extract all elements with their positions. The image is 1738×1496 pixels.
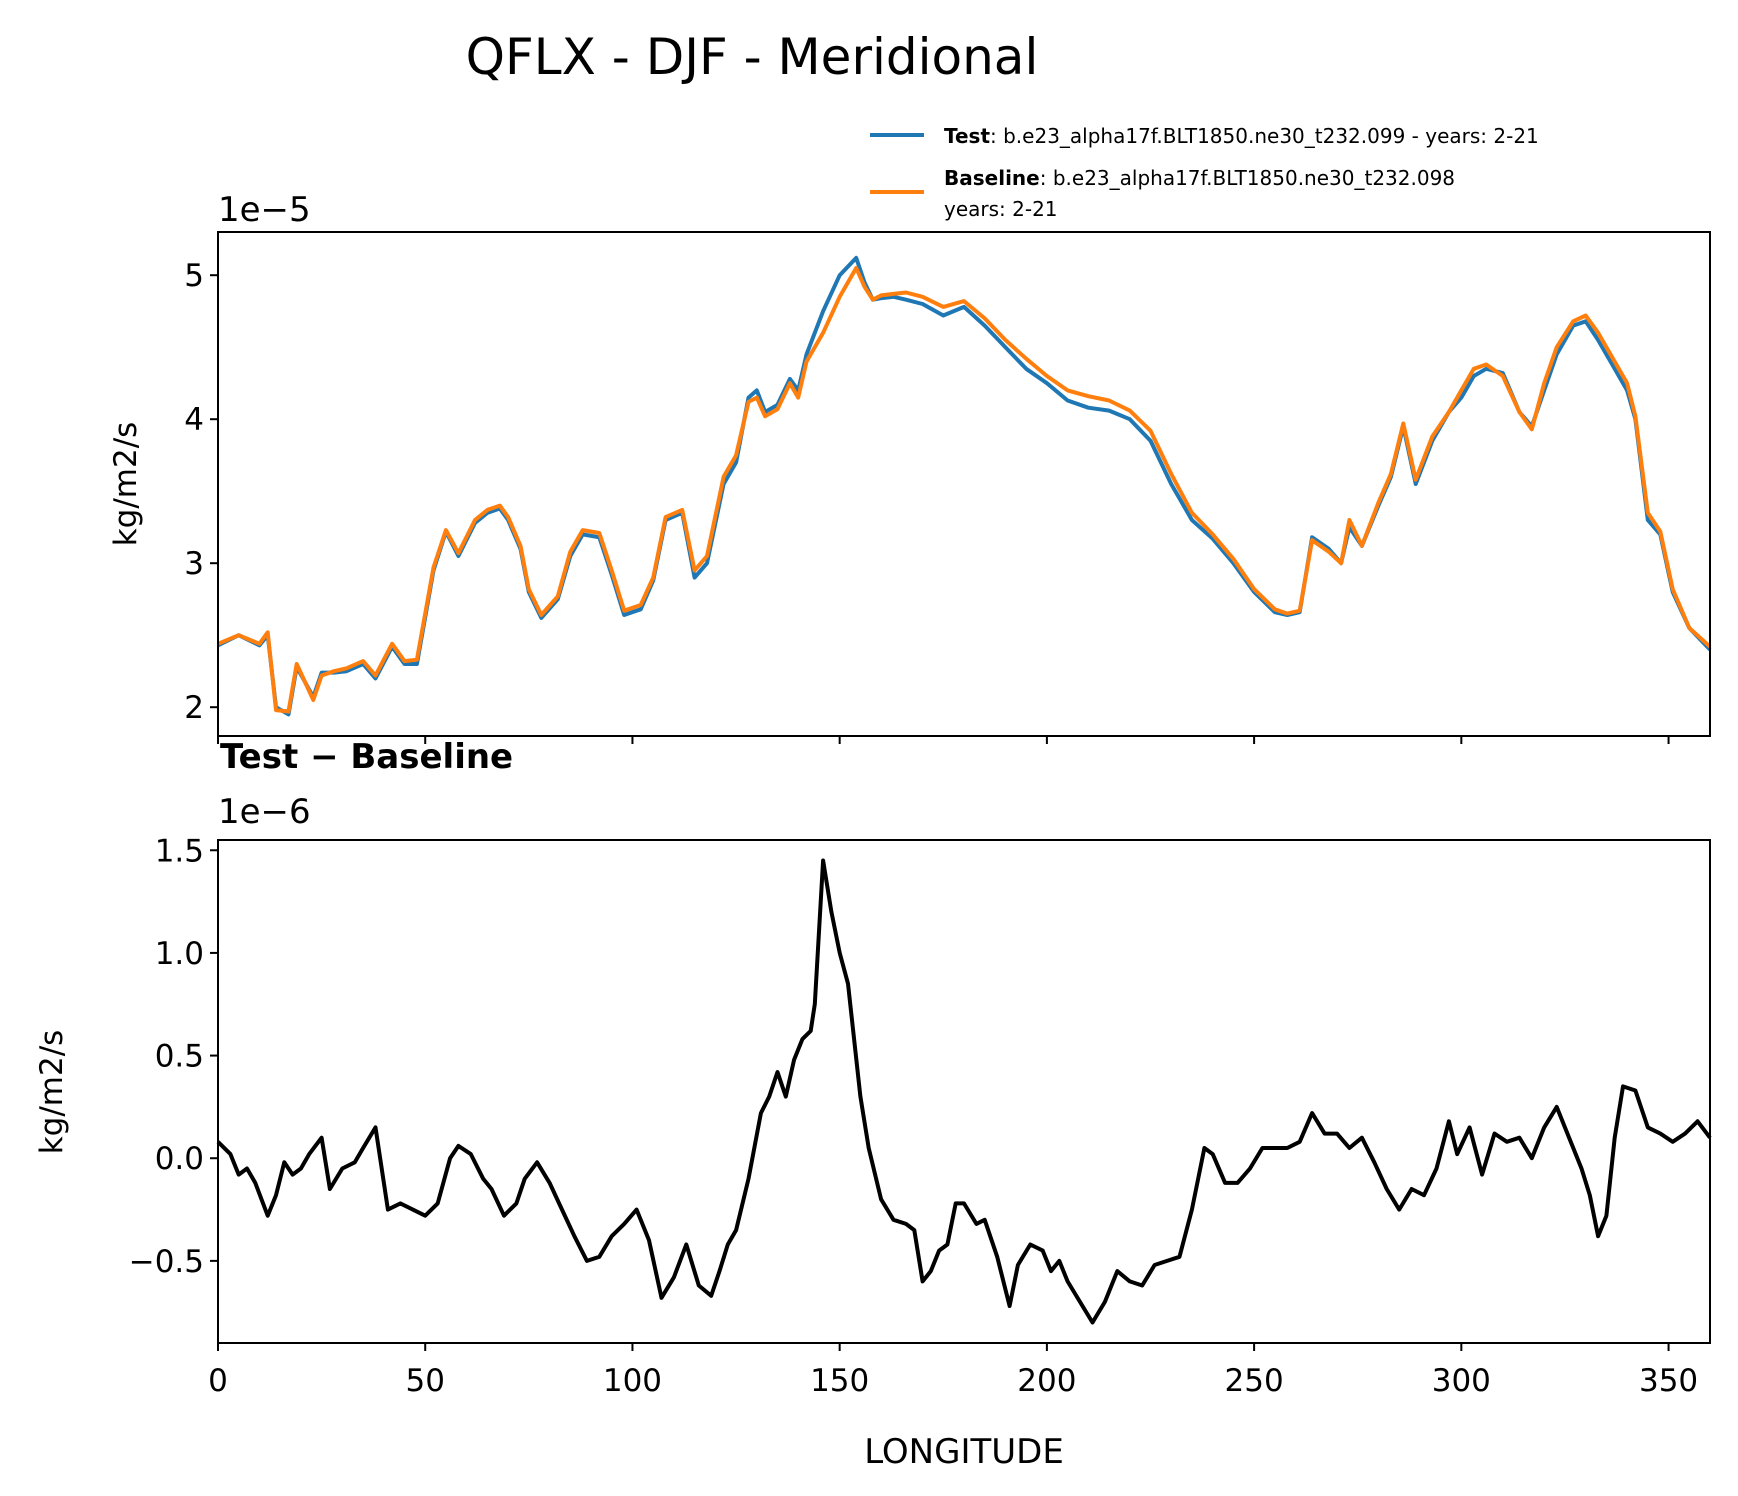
bottom-xtick-label: 100 (603, 1363, 662, 1399)
bottom-panel-title: Test − Baseline (220, 737, 513, 777)
bottom-ytick-label: 1.5 (155, 833, 204, 869)
top-ylabel: kg/m2/s (108, 422, 144, 547)
top-exponent: 1e−5 (218, 190, 311, 230)
bottom-xtick-label: 150 (810, 1363, 869, 1399)
bottom-xticks: 0 50 100 150 200 250 300 350 (208, 1343, 1698, 1399)
legend-test-bold: Test (944, 124, 990, 148)
bottom-ytick-label: 0.5 (155, 1039, 204, 1075)
bottom-axes-frame (217, 839, 1711, 1344)
legend: Test: b.e23_alpha17f.BLT1850.ne30_t232.0… (870, 124, 1539, 221)
top-axes-frame (217, 231, 1711, 737)
bottom-ytick-label: 0.0 (155, 1141, 204, 1177)
bottom-ytick-label: 1.0 (155, 936, 204, 972)
top-yticks: 2 3 4 5 (184, 258, 218, 726)
bottom-xtick-label: 300 (1432, 1363, 1491, 1399)
bottom-xtick-label: 200 (1017, 1363, 1076, 1399)
legend-baseline-label: Baseline: b.e23_alpha17f.BLT1850.ne30_t2… (944, 166, 1455, 190)
legend-test-label: Test: b.e23_alpha17f.BLT1850.ne30_t232.0… (944, 124, 1539, 148)
top-xticks (217, 736, 1670, 744)
top-ytick-label: 2 (184, 690, 204, 726)
legend-baseline-bold: Baseline (944, 166, 1040, 190)
bottom-yticks: −0.5 0.0 0.5 1.0 1.5 (129, 833, 218, 1280)
baseline-series-line (217, 266, 1712, 714)
top-ytick-label: 5 (184, 258, 204, 294)
bottom-panel: Test − Baseline 1e−6 −0.5 0.0 0.5 1.0 1.5 0 5… (34, 737, 1712, 1472)
top-lines (217, 255, 1712, 717)
legend-baseline-line2: years: 2-21 (944, 197, 1058, 221)
bottom-ytick-label: −0.5 (129, 1244, 204, 1280)
bottom-ylabel: kg/m2/s (34, 1030, 70, 1155)
legend-test-rest: : b.e23_alpha17f.BLT1850.ne30_t232.099 -… (990, 124, 1539, 148)
bottom-xtick-label: 350 (1639, 1363, 1698, 1399)
bottom-xtick-label: 250 (1225, 1363, 1284, 1399)
difference-series-line (216, 858, 1712, 1325)
top-panel: 1e−5 2 3 4 5 kg/m2/s (108, 190, 1712, 744)
bottom-exponent: 1e−6 (218, 792, 311, 832)
test-series-line (217, 255, 1712, 717)
top-ytick-label: 4 (184, 402, 204, 438)
bottom-xtick-label: 0 (208, 1363, 228, 1399)
bottom-xtick-label: 50 (405, 1363, 444, 1399)
bottom-lines (216, 858, 1712, 1325)
bottom-xlabel: LONGITUDE (864, 1432, 1064, 1472)
figure-title: QFLX - DJF - Meridional (466, 28, 1039, 86)
legend-baseline-rest: : b.e23_alpha17f.BLT1850.ne30_t232.098 (1040, 166, 1455, 190)
top-ytick-label: 3 (184, 546, 204, 582)
